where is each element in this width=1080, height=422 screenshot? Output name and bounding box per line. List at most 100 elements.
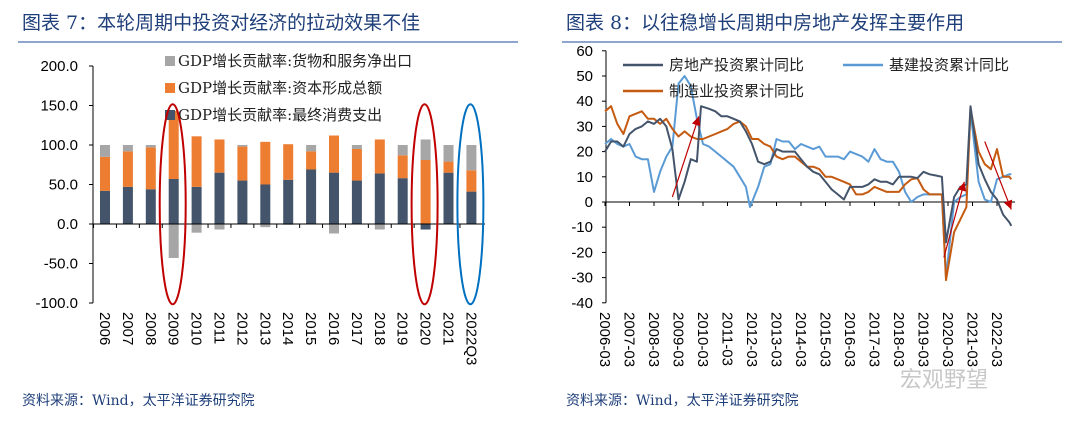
bar-segment (306, 169, 317, 224)
x-tick-label: 2020 (417, 312, 434, 345)
x-tick-label: 2008-03 (645, 312, 662, 367)
legend-label: GDP增长贡献率:货物和服务净出口 (178, 52, 412, 70)
x-tick-label: 2010-03 (694, 312, 711, 367)
y-tick-label: 50 (576, 68, 593, 85)
left-chart: 200.0 150.0 100.0 50.0 0.0 -50.0 -100.0 2006 200… (35, 52, 485, 365)
bar-segment (329, 135, 339, 173)
x-tick-label: 2009 (165, 312, 182, 345)
bar-segment (306, 145, 317, 152)
bar-segment (420, 160, 431, 224)
y-tick-label: 10 (576, 169, 593, 186)
y-tick-label: -20 (571, 244, 593, 261)
trend-arrow-head (1003, 199, 1013, 210)
bar-segment (420, 224, 431, 230)
x-tick-label: 2015 (302, 312, 319, 345)
series-line (604, 105, 1013, 282)
x-tick-label: 2011 (211, 312, 228, 344)
x-tick-label: 2013-03 (768, 312, 785, 367)
bar-segment (100, 190, 110, 224)
x-tick-label: 2007 (119, 312, 136, 345)
y-tick-label: -10 (571, 219, 593, 236)
x-tick-label: 2017-03 (866, 312, 883, 367)
left-source: 资料来源：Wind，太平洋证券研究院 (22, 393, 255, 409)
legend-label: 基建投资累计同比 (889, 56, 1009, 74)
x-tick-label: 2009-03 (670, 312, 687, 367)
y-tick-label: 50.0 (49, 177, 78, 194)
series-line (604, 75, 1012, 279)
bar-segment (145, 147, 156, 190)
x-tick-label: 2006-03 (596, 312, 613, 367)
bar-segment (374, 224, 385, 230)
bar-segment (145, 189, 156, 224)
x-tick-label: 2010 (188, 312, 205, 345)
bar-segment (351, 145, 362, 149)
y-tick-label: -100.0 (35, 295, 78, 312)
y-tick-label: 20 (576, 144, 593, 161)
trend-arrow-line (984, 141, 1012, 210)
bar-segment (168, 224, 179, 258)
x-tick-label: 2013 (256, 312, 273, 345)
highlight-ellipse (456, 103, 485, 306)
legend-swatch (165, 83, 175, 93)
bar-segment (237, 146, 248, 181)
bar-segment (443, 145, 454, 162)
y-tick-label: 0.0 (57, 216, 78, 233)
x-tick-label: 2018-03 (890, 312, 907, 367)
bar-segment (260, 184, 271, 224)
bar-segment (100, 156, 110, 191)
bar-segment (260, 224, 271, 228)
bar-segment (191, 186, 202, 224)
y-tick-label: -30 (571, 270, 593, 287)
bar-segment (283, 144, 294, 180)
bar-segment (374, 173, 385, 224)
legend-swatch (165, 110, 175, 120)
bar-segment (283, 179, 294, 224)
x-tick-label: 2007-03 (621, 312, 638, 367)
bar-segment (351, 148, 362, 181)
bar-segment (145, 145, 156, 148)
y-tick-label: 40 (576, 93, 593, 110)
bar-segment (397, 145, 408, 156)
bar-segment (351, 180, 362, 224)
bar-segment (168, 111, 179, 179)
bar-segment (168, 178, 179, 224)
highlight-ellipse (410, 103, 439, 306)
bar-segment (420, 139, 431, 161)
right-source: 资料来源：Wind，太平洋证券研究院 (566, 393, 799, 409)
bar-segment (214, 139, 225, 173)
legend-label: 制造业投资累计同比 (669, 82, 804, 100)
bar-segment (466, 191, 477, 224)
y-tick-label: 30 (576, 118, 593, 135)
x-tick-label: 2019 (394, 312, 411, 345)
x-tick-label: 2014-03 (792, 312, 809, 367)
bar-segment (100, 145, 110, 157)
bar-segment (122, 186, 133, 224)
x-tick-label: 2012 (233, 312, 250, 345)
bar-segment (443, 172, 454, 224)
trend-arrow-line (671, 116, 700, 198)
bar-segment (306, 151, 317, 170)
x-tick-label: 2015-03 (817, 312, 834, 367)
bar-segment (237, 145, 248, 147)
x-tick-label: 2017 (348, 312, 365, 345)
y-tick-label: 60 (576, 43, 593, 60)
trend-arrow-line (943, 181, 965, 258)
bar-segment (191, 136, 202, 187)
x-tick-label: 2006 (96, 312, 113, 345)
y-tick-label: -40 (571, 295, 593, 312)
y-tick-label: 200.0 (40, 58, 78, 75)
left-title-rule (18, 41, 518, 43)
bar-segment (237, 180, 248, 224)
x-tick-label: 2020-03 (939, 312, 956, 367)
x-tick-label: 2021-03 (964, 312, 981, 367)
x-tick-label: 2011-03 (719, 312, 736, 366)
bar-segment (329, 224, 339, 234)
bar-segment (214, 172, 225, 224)
x-tick-label: 2012-03 (743, 312, 760, 367)
bar-segment (397, 155, 408, 179)
bar-segment (466, 170, 477, 192)
x-tick-label: 2016-03 (841, 312, 858, 367)
bar-segment (397, 178, 408, 224)
left-chart-title: 图表 7：本轮周期中投资对经济的拉动效果不佳 (22, 12, 421, 34)
